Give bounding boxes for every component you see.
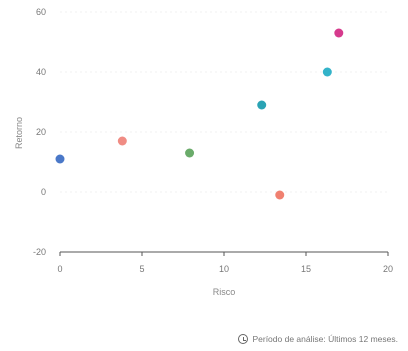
data-point[interactable]	[55, 154, 65, 164]
x-axis-title: Risco	[213, 287, 236, 297]
grid-lines	[60, 11, 388, 193]
axes: 60 40 20 0 -20 0 5 10 15 20	[33, 7, 393, 274]
data-point[interactable]	[257, 100, 267, 110]
data-point[interactable]	[117, 136, 127, 146]
x-tick-label: 0	[57, 264, 62, 274]
y-tick-label: 40	[36, 67, 46, 77]
analysis-period-text: Período de análise: Últimos 12 meses.	[252, 334, 398, 344]
x-tick-label: 5	[139, 264, 144, 274]
data-points	[55, 28, 344, 200]
y-tick-label: 60	[36, 7, 46, 17]
y-tick-label: -20	[33, 247, 46, 257]
data-point[interactable]	[322, 67, 332, 77]
y-tick-label: 0	[41, 187, 46, 197]
data-point[interactable]	[334, 28, 344, 38]
analysis-period-note: Período de análise: Últimos 12 meses.	[238, 334, 398, 344]
x-tick-label: 10	[219, 264, 229, 274]
data-point[interactable]	[275, 190, 285, 200]
y-axis-title: Retorno	[14, 117, 24, 149]
data-point[interactable]	[185, 148, 195, 158]
clock-icon	[238, 334, 249, 344]
y-tick-label: 20	[36, 127, 46, 137]
x-tick-label: 15	[301, 264, 311, 274]
x-tick-label: 20	[383, 264, 393, 274]
scatter-chart: 60 40 20 0 -20 0 5 10 15 20 Risco Retorno	[14, 7, 393, 297]
